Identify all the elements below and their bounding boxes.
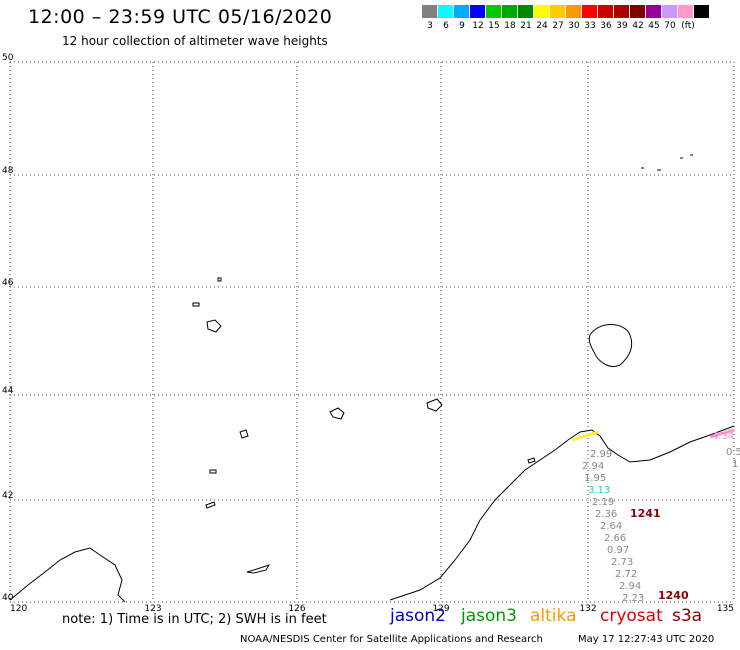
swh-value: 0.97 (607, 545, 630, 556)
footer-timestamp: May 17 12:27:43 UTC 2020 (578, 634, 715, 645)
swh-value: 1.95 (584, 473, 607, 484)
swh-value: 0.5 (726, 447, 740, 458)
latitude-label: 46 (2, 278, 14, 288)
color-scale-label: 70 (664, 21, 676, 31)
time-label: 1241 (630, 507, 661, 520)
color-swatch (662, 5, 678, 18)
swh-value: 4.34 (712, 431, 735, 442)
color-swatch (630, 5, 646, 18)
units-note: note: 1) Time is in UTC; 2) SWH is in fe… (62, 612, 327, 627)
legend-jason3: jason3 (461, 606, 517, 626)
color-swatch (566, 5, 582, 18)
color-scale-label: 33 (584, 21, 596, 31)
color-scale-label: (ft) (681, 21, 695, 31)
longitude-label: 120 (10, 604, 27, 614)
color-swatch (678, 5, 694, 18)
color-swatch (550, 5, 566, 18)
time-label: 1240 (658, 589, 689, 602)
longitude-label: 135 (717, 604, 734, 614)
color-scale-label: 36 (600, 21, 612, 31)
page-subtitle: 12 hour collection of altimeter wave hei… (62, 34, 328, 48)
color-scale-label: 24 (536, 21, 548, 31)
latitude-label: 42 (2, 491, 13, 501)
legend-jason2: jason2 (390, 606, 446, 626)
color-scale-bar (422, 5, 710, 18)
color-swatch (582, 5, 598, 18)
color-scale-label: 27 (552, 21, 564, 31)
latitude-labels: 50 48 46 44 42 40 (2, 53, 14, 603)
latitude-label: 48 (2, 166, 14, 176)
coastline (9, 154, 735, 603)
legend-s3a: s3a (672, 606, 703, 626)
longitude-label: 126 (288, 604, 305, 614)
legend-cryosat: cryosat (600, 606, 663, 626)
color-swatch (502, 5, 518, 18)
color-swatch (470, 5, 486, 18)
color-scale-label: 12 (472, 21, 484, 31)
color-swatch (534, 5, 550, 18)
color-swatch (598, 5, 614, 18)
color-scale-label: 18 (504, 21, 516, 31)
page-title: 12:00 – 23:59 UTC 05/16/2020 (28, 6, 333, 28)
color-scale-label: 42 (632, 21, 644, 31)
swh-value: 1 (732, 459, 739, 470)
color-swatch (486, 5, 502, 18)
color-scale-label: 9 (459, 21, 465, 31)
color-swatch (614, 5, 630, 18)
swh-value: 2.94 (582, 461, 605, 472)
color-scale-label: 6 (443, 21, 449, 31)
swh-value: 2.36 (595, 509, 618, 520)
color-scale-label: 3 (427, 21, 433, 31)
footer-credit: NOAA/NESDIS Center for Satellite Applica… (240, 634, 543, 645)
color-swatch (518, 5, 534, 18)
color-scale-labels: 3 6 9 12 15 18 21 24 27 30 33 36 39 42 45 70 (ft) (422, 21, 714, 31)
color-scale-label: 21 (520, 21, 532, 31)
longitude-label: 129 (432, 604, 449, 614)
color-swatch (646, 5, 662, 18)
legend-altika: altika (530, 606, 577, 626)
altika-track (571, 430, 599, 442)
swh-value: 2.19 (592, 497, 615, 508)
swh-value: 2.99 (590, 449, 613, 460)
color-scale-label: 15 (488, 21, 500, 31)
s3a-track (709, 428, 735, 439)
color-scale-label: 39 (616, 21, 628, 31)
color-swatch (694, 5, 710, 18)
latitude-label: 40 (2, 593, 14, 603)
color-swatch (422, 5, 438, 18)
swh-value: 2.72 (615, 569, 638, 580)
longitude-labels: 120 123 126 129 132 135 (10, 604, 734, 614)
color-swatch (454, 5, 470, 18)
swh-value: 2.64 (600, 521, 623, 532)
swh-value: 2.66 (604, 533, 627, 544)
swh-value: 2.94 (619, 581, 642, 592)
color-scale-label: 45 (648, 21, 660, 31)
swh-value: 2.23 (622, 593, 645, 604)
color-scale-label: 30 (568, 21, 580, 31)
longitude-label: 123 (144, 604, 161, 614)
swh-value: 2.73 (611, 557, 634, 568)
latitude-label: 50 (2, 53, 14, 63)
latitude-label: 44 (2, 386, 14, 396)
graticule (9, 61, 735, 603)
swh-value: 3.13 (588, 485, 611, 496)
longitude-label: 132 (579, 604, 596, 614)
color-swatch (438, 5, 454, 18)
